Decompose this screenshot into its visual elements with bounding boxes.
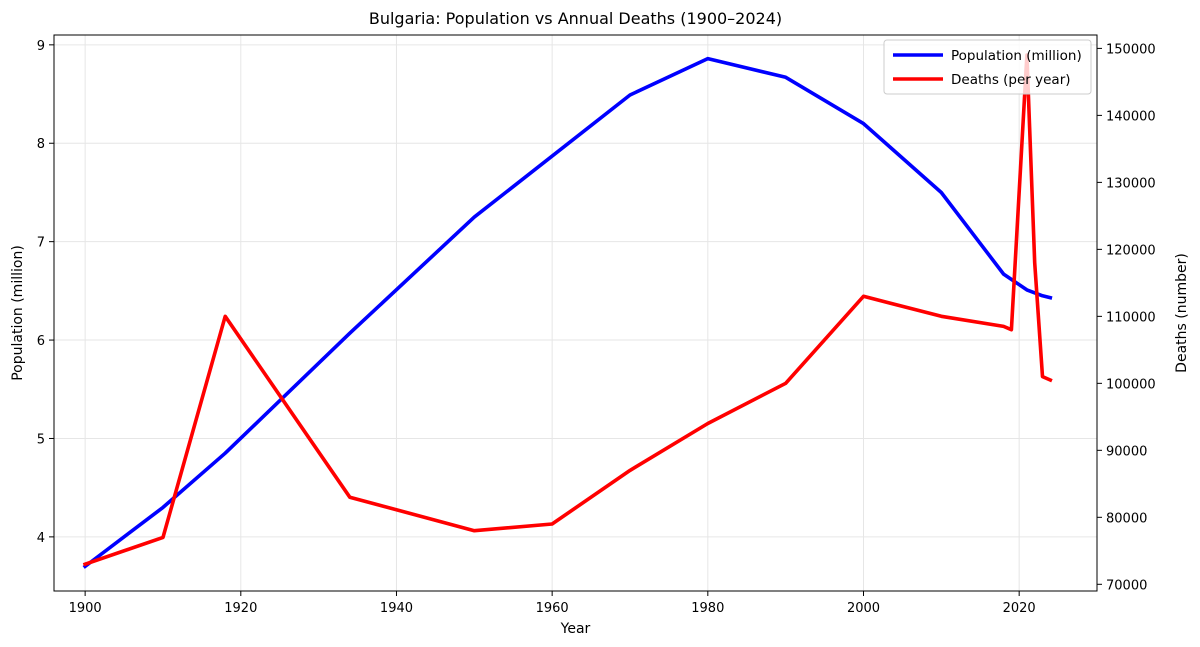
y-right-tick-label: 100000 [1106,377,1156,392]
plot-frame [53,34,1098,592]
legend: Population (million) Deaths (per year) [883,39,1092,95]
y-left-tick-label: 4 [37,531,45,546]
y-left-tick-label: 5 [37,432,45,447]
y-right-tick-label: 70000 [1106,578,1147,593]
series-line-population [82,56,1053,569]
x-tick-label: 1960 [536,601,569,616]
x-tick-label: 2020 [1003,601,1036,616]
series-layer [82,53,1053,569]
legend-label-population: Population (million) [951,48,1082,64]
y-right-tick-label: 90000 [1106,444,1147,459]
y-left-tick-label: 9 [37,39,45,54]
y-right-tick-label: 120000 [1106,243,1156,258]
y-right-tick-label: 130000 [1106,176,1156,191]
y-right-tick-label: 80000 [1106,511,1147,526]
y-left-tick-label: 8 [37,137,45,152]
x-tick-label: 1920 [224,601,257,616]
y-right-axis-label: Deaths (number) [1174,253,1190,373]
x-axis-label: Year [560,621,591,637]
y-left-tick-label: 6 [37,334,45,349]
x-tick-label: 1900 [69,601,102,616]
y-right-tick-label: 110000 [1106,310,1156,325]
y-right-tick-label: 150000 [1106,42,1156,57]
y-right-tick-label: 140000 [1106,109,1156,124]
x-tick-label: 2000 [847,601,880,616]
series-line-deaths [82,53,1053,567]
ticks-layer: 1900 1920 1940 1960 1980 2000 2020 4 5 6 7 8 9 70000 8… [37,39,1156,616]
chart-title: Bulgaria: Population vs Annual Deaths (1… [369,9,782,28]
x-tick-label: 1980 [691,601,724,616]
y-left-axis-label: Population (million) [10,245,26,381]
x-tick-label: 1940 [380,601,413,616]
legend-label-deaths: Deaths (per year) [951,72,1071,88]
y-left-tick-label: 7 [37,236,45,251]
